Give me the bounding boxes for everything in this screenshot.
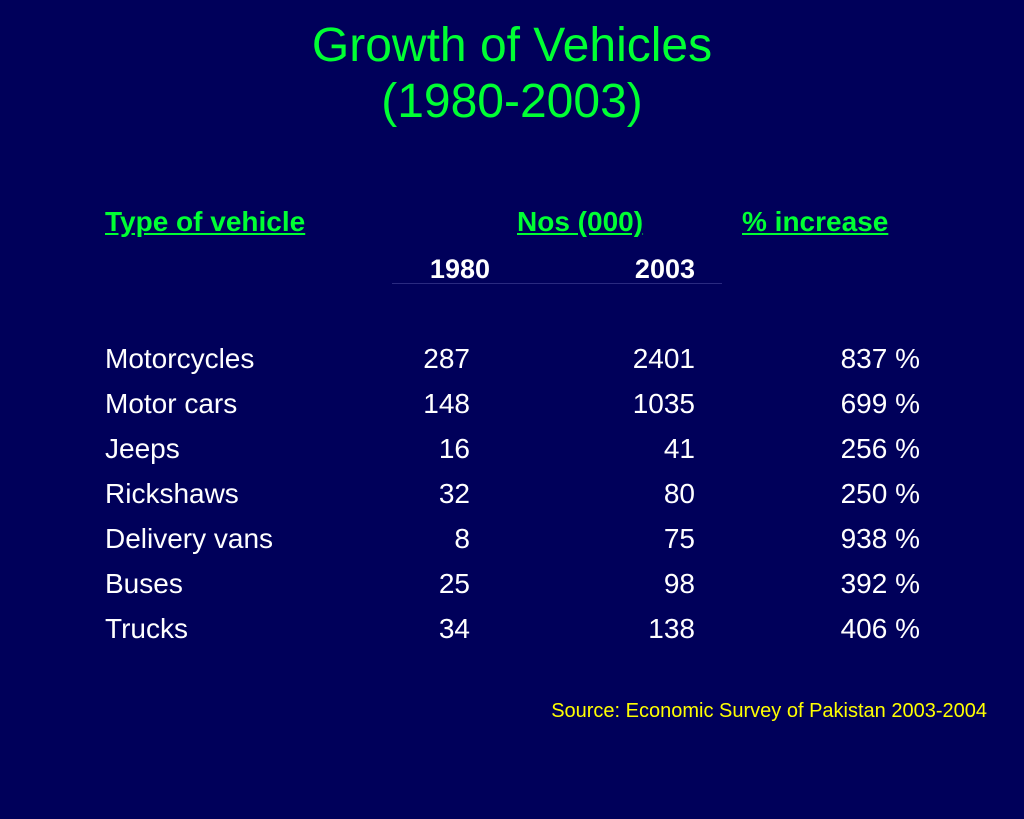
count-2003: 80 bbox=[663, 478, 695, 509]
count-1980: 32 bbox=[438, 478, 470, 509]
count-1980: 25 bbox=[438, 568, 470, 599]
header-nos: Nos (000) bbox=[517, 206, 644, 237]
table-row: Jeeps 16 41 256 % bbox=[0, 426, 1024, 471]
count-1980: 148 bbox=[423, 388, 470, 419]
header-percent-increase: % increase bbox=[742, 206, 889, 237]
table-row: Buses 25 98 392 % bbox=[0, 561, 1024, 606]
percent-increase: 392 % bbox=[840, 568, 920, 599]
subheader-divider bbox=[392, 283, 722, 284]
count-2003: 98 bbox=[663, 568, 695, 599]
table-row: Motor cars 148 1035 699 % bbox=[0, 381, 1024, 426]
count-2003: 75 bbox=[663, 523, 695, 554]
table-row: Trucks 34 138 406 % bbox=[0, 606, 1024, 651]
count-1980: 16 bbox=[438, 433, 470, 464]
title-line-2: (1980-2003) bbox=[381, 75, 643, 128]
count-1980: 8 bbox=[454, 523, 470, 554]
vehicle-name: Motorcycles bbox=[105, 343, 255, 374]
source-note: Source: Economic Survey of Pakistan 2003… bbox=[551, 700, 987, 722]
title-line-1: Growth of Vehicles bbox=[311, 19, 713, 72]
count-1980: 34 bbox=[438, 613, 470, 644]
count-1980: 287 bbox=[423, 343, 470, 374]
vehicle-name: Jeeps bbox=[105, 433, 180, 464]
vehicle-name: Rickshaws bbox=[105, 478, 239, 509]
count-2003: 2401 bbox=[632, 343, 695, 374]
subheader-year-1980: 1980 bbox=[429, 254, 490, 284]
percent-increase: 406 % bbox=[840, 613, 920, 644]
subheader-year-2003: 2003 bbox=[634, 254, 695, 284]
vehicle-name: Buses bbox=[105, 568, 183, 599]
count-2003: 138 bbox=[648, 613, 695, 644]
percent-increase: 837 % bbox=[840, 343, 920, 374]
vehicle-table: Motorcycles 287 2401 837 % Motor cars 14… bbox=[0, 336, 1024, 651]
table-row: Rickshaws 32 80 250 % bbox=[0, 471, 1024, 516]
count-2003: 41 bbox=[663, 433, 695, 464]
header-type-of-vehicle: Type of vehicle bbox=[105, 206, 306, 237]
percent-increase: 938 % bbox=[840, 523, 920, 554]
table-row: Delivery vans 8 75 938 % bbox=[0, 516, 1024, 561]
vehicle-name: Trucks bbox=[105, 613, 188, 644]
vehicle-name: Motor cars bbox=[105, 388, 238, 419]
percent-increase: 699 % bbox=[840, 388, 920, 419]
count-2003: 1035 bbox=[632, 388, 695, 419]
percent-increase: 256 % bbox=[840, 433, 920, 464]
slide-title: Growth of Vehicles (1980-2003) bbox=[0, 18, 1024, 130]
percent-increase: 250 % bbox=[840, 478, 920, 509]
vehicle-name: Delivery vans bbox=[105, 523, 274, 554]
table-row: Motorcycles 287 2401 837 % bbox=[0, 336, 1024, 381]
